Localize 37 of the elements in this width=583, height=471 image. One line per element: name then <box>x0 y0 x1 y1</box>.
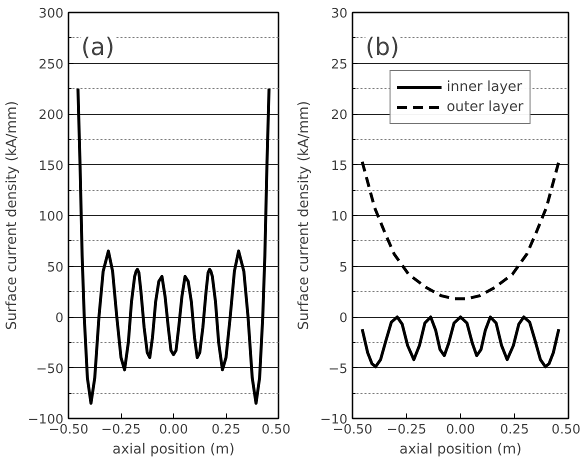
x-axis-title: axial position (m) <box>112 442 235 458</box>
x-tick-label: −0.25 <box>101 422 141 438</box>
y-tick-label: 5 <box>339 260 348 276</box>
annotation: (b) <box>365 33 400 62</box>
legend-label: inner layer <box>446 79 522 95</box>
y-tick-label: 30 <box>330 6 348 22</box>
y-tick-label: 15 <box>330 158 348 174</box>
y-tick-label: 200 <box>38 108 64 123</box>
x-axis-title: axial position (m) <box>399 442 522 458</box>
y-tick-label: 10 <box>330 210 348 224</box>
line-series <box>360 160 560 300</box>
y-tick-label: 20 <box>330 108 348 123</box>
x-tick-label: 0.00 <box>446 422 475 438</box>
x-tick-label: 0.50 <box>262 422 291 438</box>
x-tick-label: 0.25 <box>212 422 240 438</box>
annotation: (a) <box>81 33 115 62</box>
y-tick-label: −50 <box>36 362 64 377</box>
y-tick-label: 50 <box>46 260 64 276</box>
x-tick-label: 0.00 <box>159 422 188 438</box>
y-tick-label: 25 <box>330 57 348 72</box>
legend-label: outer layer <box>446 99 524 115</box>
x-tick-label: 0.50 <box>552 422 581 438</box>
y-tick-label: 0 <box>339 311 348 326</box>
x-tick-label: −0.50 <box>332 422 372 438</box>
x-tick-label: −0.50 <box>48 422 88 438</box>
x-tick-label: −0.25 <box>386 422 426 438</box>
y-axis-title: Surface current density (kA/mm) <box>4 100 20 330</box>
line-series <box>360 316 560 368</box>
y-tick-label: 250 <box>38 57 64 72</box>
y-tick-label: 150 <box>38 158 64 174</box>
line-series <box>76 87 271 405</box>
y-tick-label: −5 <box>328 362 348 377</box>
y-axis-title: Surface current density (kA/mm) <box>296 100 312 330</box>
y-tick-label: 0 <box>55 311 64 326</box>
x-tick-label: 0.25 <box>500 422 529 438</box>
y-tick-label: 300 <box>38 6 64 22</box>
y-tick-label: 100 <box>38 210 64 224</box>
